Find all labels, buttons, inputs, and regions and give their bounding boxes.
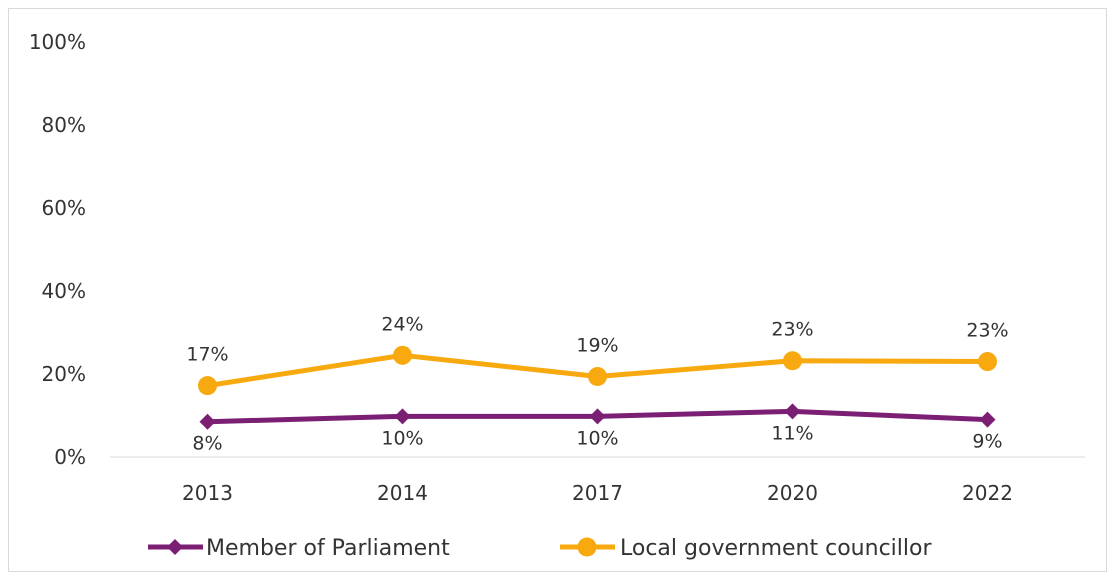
legend: Member of Parliament Local government cou… [148, 536, 932, 561]
y-tick-label: 100% [29, 30, 86, 54]
y-tick-label: 40% [42, 279, 86, 303]
legend-label: Local government councillor [620, 536, 932, 561]
data-label: 17% [186, 344, 228, 366]
data-label: 10% [576, 427, 618, 449]
data-label: 23% [771, 319, 813, 341]
legend-item: Local government councillor [560, 536, 932, 561]
data-point [393, 345, 412, 365]
y-tick-label: 20% [42, 362, 86, 386]
data-point [198, 376, 217, 396]
data-label: 24% [381, 313, 423, 335]
data-point [394, 408, 411, 425]
x-tick-label: 2020 [767, 481, 818, 505]
data-label: 23% [966, 320, 1008, 342]
data-label: 9% [972, 431, 1002, 453]
data-label: 10% [381, 427, 423, 449]
chart-frame [8, 8, 1107, 572]
series-layer: 8% 10% 10% 11% 9% 17% 24% 19% 23% 23% [186, 313, 1008, 454]
legend-label: Member of Parliament [206, 536, 450, 561]
data-label: 19% [576, 334, 618, 356]
data-label: 11% [771, 422, 813, 444]
x-tick-label: 2022 [962, 481, 1013, 505]
x-tick-label: 2017 [572, 481, 623, 505]
data-point [784, 403, 801, 420]
data-point [199, 413, 216, 430]
series-local-government-councillor: 17% 24% 19% 23% 23% [186, 313, 1009, 396]
y-tick-label: 0% [54, 445, 86, 469]
y-tick-label: 60% [42, 196, 86, 220]
x-tick-label: 2013 [182, 481, 233, 505]
legend-marker [577, 537, 597, 557]
series-member-of-parliament: 8% 10% 10% 11% 9% [192, 403, 1003, 455]
data-label: 8% [192, 433, 222, 455]
data-point [783, 351, 802, 371]
x-axis: 2013 2014 2017 2020 2022 [110, 456, 1085, 505]
data-point [979, 411, 996, 428]
data-point [589, 408, 606, 425]
y-tick-label: 80% [42, 113, 86, 137]
data-point [978, 352, 997, 372]
legend-marker [167, 539, 183, 555]
data-point [588, 366, 607, 386]
y-axis: 0% 20% 40% 60% 80% 100% [29, 30, 86, 469]
x-tick-label: 2014 [377, 481, 428, 505]
legend-item: Member of Parliament [148, 536, 450, 561]
